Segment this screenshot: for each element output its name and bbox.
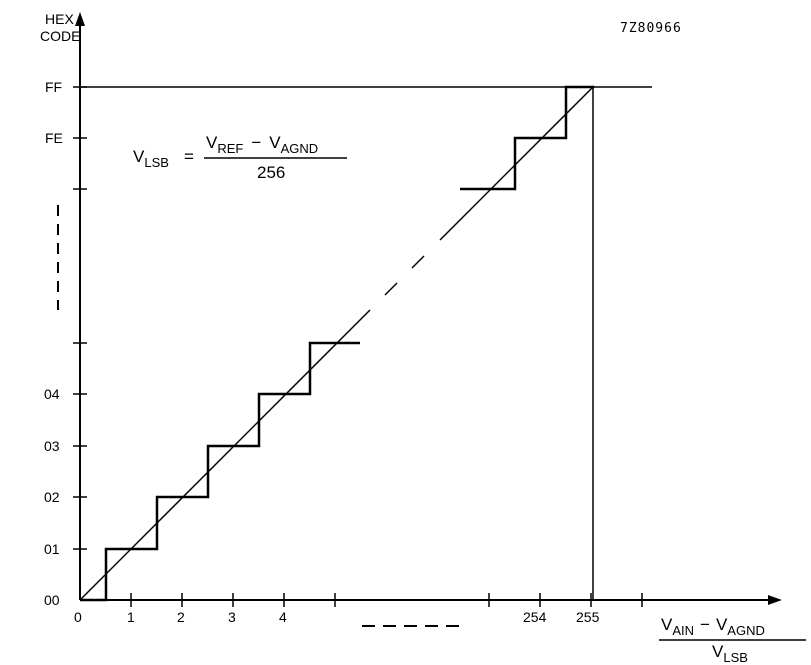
svg-text:VLSB: VLSB	[712, 642, 748, 665]
y-tick-label-ff: FF	[45, 79, 62, 95]
xlabel-num-sub2: AGND	[727, 623, 765, 638]
x-tick-label-0: 0	[74, 609, 82, 625]
svg-text:VLSB: VLSB	[133, 147, 169, 170]
y-tick-label-04: 04	[44, 386, 60, 402]
formula-lhs-sub: LSB	[144, 155, 169, 170]
xlabel-den-main: V	[712, 642, 724, 661]
x-ticks	[130, 593, 643, 607]
xlabel-num-op: −	[700, 615, 710, 634]
xlabel-num-sub1: AIN	[672, 623, 694, 638]
staircase-upper	[460, 85, 594, 191]
xlabel-num-main2: V	[716, 615, 728, 634]
formula-den: 256	[257, 163, 285, 182]
x-axis-arrow	[768, 595, 782, 605]
y-tick-label-01: 01	[44, 541, 60, 557]
y-axis-title-line1: HEX	[45, 11, 74, 27]
y-axis-arrow	[75, 12, 85, 26]
figure-code: 7Z80966	[620, 21, 682, 36]
y-tick-label-fe: FE	[45, 130, 63, 146]
svg-text:VREF−VAGND: VREF − VAGND	[206, 133, 318, 156]
x-tick-label-4: 4	[279, 609, 287, 625]
svg-text:VAIN−VAGND: VAIN − VAGND	[661, 615, 765, 638]
vlsb-formula: VLSB = VREF − VAGND 256	[133, 133, 347, 182]
y-tick-label-03: 03	[44, 438, 60, 454]
ideal-line-dash-1	[384, 282, 398, 296]
formula-num-op: −	[251, 133, 261, 152]
formula-num-main2: V	[269, 133, 281, 152]
formula-num-sub2: AGND	[281, 141, 319, 156]
formula-num-sub1: REF	[217, 141, 243, 156]
ideal-line-lower	[79, 309, 371, 601]
x-tick-label-2: 2	[177, 609, 185, 625]
xlabel-den-sub: LSB	[723, 650, 748, 665]
staircase-lower	[80, 341, 360, 602]
formula-lhs-main: V	[133, 147, 145, 166]
ideal-line-dash-2	[411, 255, 425, 269]
x-tick-label-3: 3	[228, 609, 236, 625]
formula-equals: =	[184, 147, 194, 166]
x-tick-label-1: 1	[127, 609, 135, 625]
x-tick-label-254: 254	[523, 609, 547, 625]
ideal-line-upper	[439, 85, 595, 241]
x-axis-label: VAIN − VAGND VLSB	[659, 615, 806, 665]
formula-num-main1: V	[206, 133, 218, 152]
xlabel-num-main1: V	[661, 615, 673, 634]
y-tick-label-00: 00	[44, 592, 60, 608]
y-tick-label-02: 02	[44, 489, 60, 505]
y-axis-title-line2: CODE	[40, 28, 80, 44]
x-tick-label-255: 255	[576, 609, 600, 625]
